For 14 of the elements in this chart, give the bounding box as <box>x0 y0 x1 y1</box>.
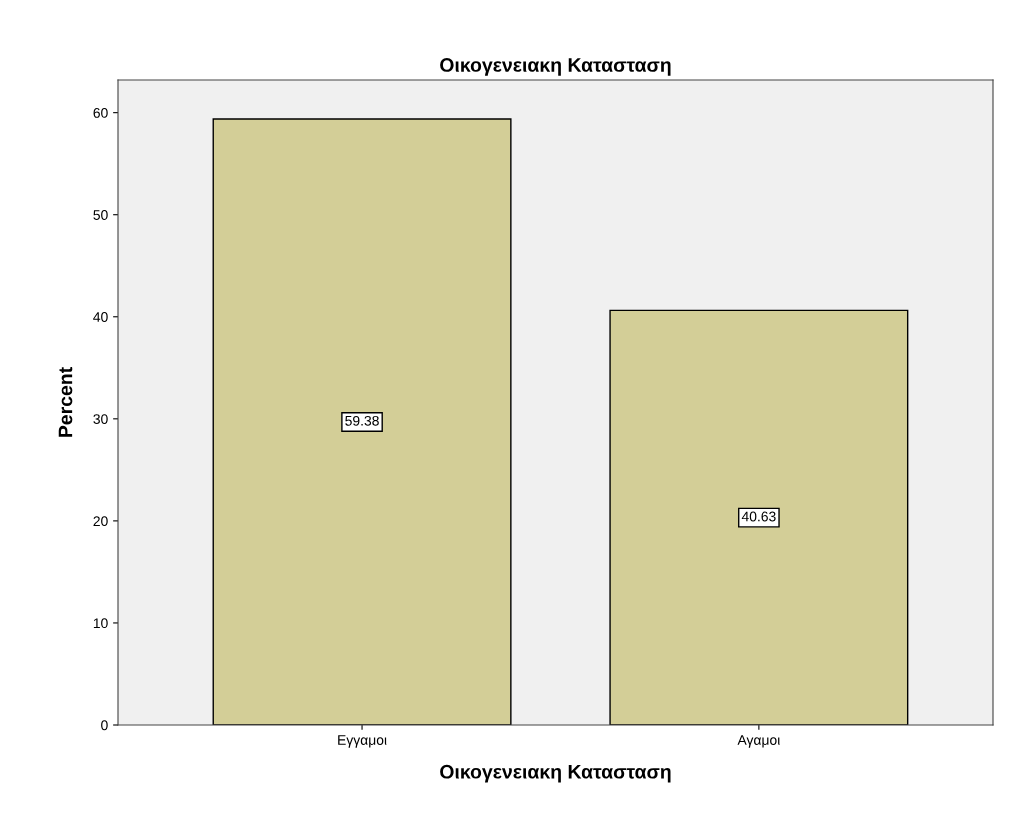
data-label: 59.38 <box>345 415 379 426</box>
y-tick-label: 50 <box>93 210 108 220</box>
y-tick-label: 40 <box>93 312 108 322</box>
y-tick-label: 60 <box>93 107 108 118</box>
y-tick-label: 0 <box>101 720 108 731</box>
y-axis-title: Percent <box>58 367 73 437</box>
y-tick-label: 10 <box>93 618 108 629</box>
y-tick-label: 20 <box>93 516 108 527</box>
x-axis-title: Οικογενειακη Κατασταση <box>440 764 671 783</box>
data-label: 40.63 <box>741 511 776 522</box>
x-tick-label: Εγγαμοι <box>338 735 387 748</box>
chart-title: Οικογενειακη Κατασταση <box>440 58 671 76</box>
y-tick-label: 30 <box>93 414 108 424</box>
x-tick-label: Αγαμοι <box>737 735 780 748</box>
